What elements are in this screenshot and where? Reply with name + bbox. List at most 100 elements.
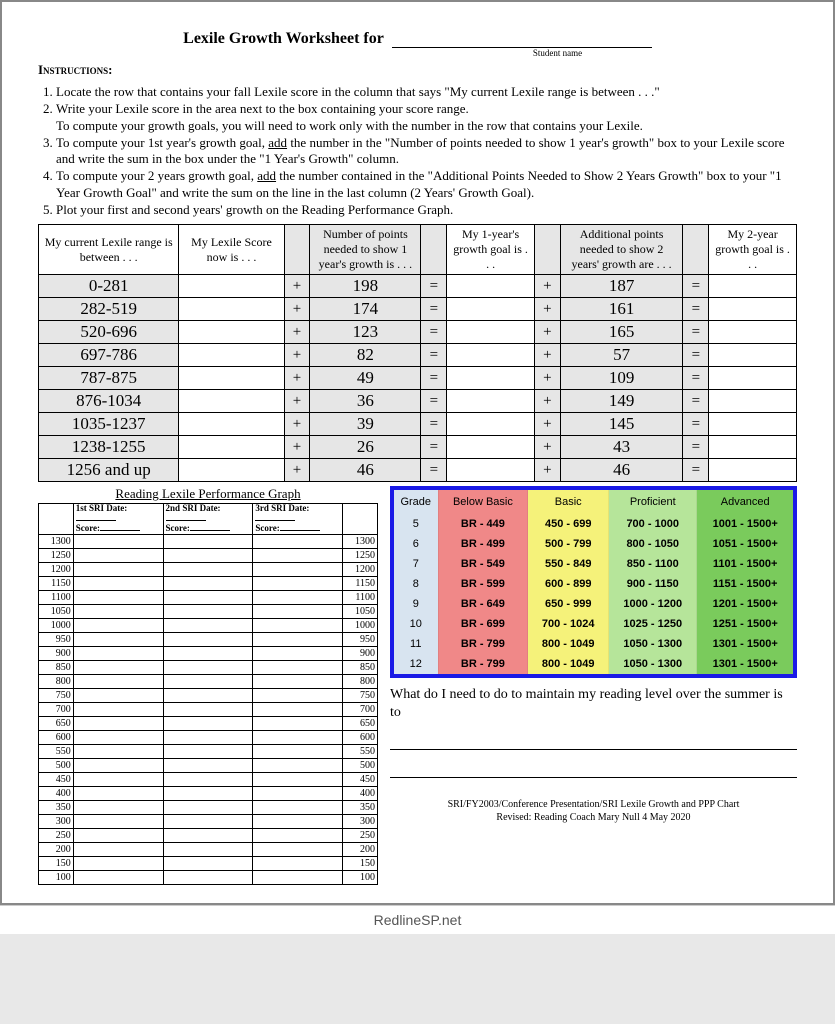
grade-cell: 6 bbox=[392, 534, 438, 554]
goal1-cell[interactable] bbox=[447, 344, 535, 367]
score-cell[interactable] bbox=[179, 459, 284, 482]
performance-graph-table: 1st SRI Date:Score: 2nd SRI Date:Score: … bbox=[38, 503, 378, 885]
grade-cell: 8 bbox=[392, 574, 438, 594]
range-cell: 282-519 bbox=[39, 298, 179, 321]
pts2-cell: 43 bbox=[560, 436, 683, 459]
range-cell: 0-281 bbox=[39, 275, 179, 298]
score-cell[interactable] bbox=[179, 275, 284, 298]
goal1-cell[interactable] bbox=[447, 321, 535, 344]
perf-row: 250250 bbox=[39, 828, 378, 842]
answer-line-2[interactable] bbox=[390, 756, 797, 778]
sri3-head[interactable]: 3rd SRI Date:Score: bbox=[253, 504, 343, 535]
perf-row: 600600 bbox=[39, 730, 378, 744]
growth-row: 1238-1255+26=+43= bbox=[39, 436, 797, 459]
goal2-cell[interactable] bbox=[709, 298, 797, 321]
col-pts2: Additional points needed to show 2 years… bbox=[560, 225, 683, 275]
score-cell[interactable] bbox=[179, 321, 284, 344]
perf-row: 12501250 bbox=[39, 548, 378, 562]
instructions-list: Locate the row that contains your fall L… bbox=[56, 84, 797, 218]
bands-row: 7BR - 549550 - 849850 - 11001101 - 1500+ bbox=[392, 554, 795, 574]
score-cell[interactable] bbox=[179, 298, 284, 321]
range-cell: 1238-1255 bbox=[39, 436, 179, 459]
range-cell: 787-875 bbox=[39, 367, 179, 390]
col-pts1: Number of points needed to show 1 year's… bbox=[310, 225, 421, 275]
pts1-cell: 123 bbox=[310, 321, 421, 344]
goal1-cell[interactable] bbox=[447, 390, 535, 413]
lexile-bands-table: Grade Below Basic Basic Proficient Advan… bbox=[390, 486, 797, 678]
bands-col-prof: Proficient bbox=[609, 488, 697, 514]
goal1-cell[interactable] bbox=[447, 367, 535, 390]
summer-question: What do I need to do to maintain my read… bbox=[390, 686, 797, 722]
bands-row: 5BR - 449450 - 699700 - 10001001 - 1500+ bbox=[392, 514, 795, 534]
col-goal1: My 1-year's growth goal is . . . bbox=[447, 225, 535, 275]
growth-tbody: 0-281+198=+187=282-519+174=+161=520-696+… bbox=[39, 275, 797, 482]
footer-citation: SRI/FY2003/Conference Presentation/SRI L… bbox=[390, 798, 797, 824]
goal2-cell[interactable] bbox=[709, 275, 797, 298]
goal1-cell[interactable] bbox=[447, 459, 535, 482]
performance-graph-block: Reading Lexile Performance Graph 1st SRI… bbox=[38, 486, 378, 885]
perf-row: 400400 bbox=[39, 786, 378, 800]
score-cell[interactable] bbox=[179, 367, 284, 390]
sri2-head[interactable]: 2nd SRI Date:Score: bbox=[163, 504, 253, 535]
grade-cell: 11 bbox=[392, 634, 438, 654]
goal1-cell[interactable] bbox=[447, 436, 535, 459]
goal2-cell[interactable] bbox=[709, 390, 797, 413]
perf-row: 900900 bbox=[39, 646, 378, 660]
bands-row: 11BR - 799800 - 10491050 - 13001301 - 15… bbox=[392, 634, 795, 654]
perf-row: 200200 bbox=[39, 842, 378, 856]
perf-row: 10001000 bbox=[39, 618, 378, 632]
page-title: Lexile Growth Worksheet for bbox=[183, 30, 384, 47]
student-name-caption: Student name bbox=[318, 48, 797, 58]
perf-row: 13001300 bbox=[39, 534, 378, 548]
pts2-cell: 149 bbox=[560, 390, 683, 413]
bands-row: 9BR - 649650 - 9991000 - 12001201 - 1500… bbox=[392, 594, 795, 614]
goal2-cell[interactable] bbox=[709, 459, 797, 482]
grade-cell: 12 bbox=[392, 654, 438, 676]
goal2-cell[interactable] bbox=[709, 321, 797, 344]
performance-graph-title: Reading Lexile Performance Graph bbox=[38, 486, 378, 502]
pts2-cell: 46 bbox=[560, 459, 683, 482]
goal2-cell[interactable] bbox=[709, 436, 797, 459]
pts2-cell: 165 bbox=[560, 321, 683, 344]
answer-line-1[interactable] bbox=[390, 728, 797, 750]
score-cell[interactable] bbox=[179, 344, 284, 367]
perf-row: 450450 bbox=[39, 772, 378, 786]
col-score: My Lexile Score now is . . . bbox=[179, 225, 284, 275]
perf-row: 100100 bbox=[39, 870, 378, 884]
instruction-item: Plot your first and second years' growth… bbox=[56, 202, 797, 218]
instructions-label: Instructions: bbox=[38, 62, 797, 78]
col-range: My current Lexile range is between . . . bbox=[39, 225, 179, 275]
perf-row: 500500 bbox=[39, 758, 378, 772]
perf-row: 150150 bbox=[39, 856, 378, 870]
score-cell[interactable] bbox=[179, 436, 284, 459]
perf-row: 350350 bbox=[39, 800, 378, 814]
perf-tbody: 1300130012501250120012001150115011001100… bbox=[39, 534, 378, 884]
grade-cell: 10 bbox=[392, 614, 438, 634]
perf-row: 11501150 bbox=[39, 576, 378, 590]
bands-tbody: 5BR - 449450 - 699700 - 10001001 - 1500+… bbox=[392, 514, 795, 676]
goal1-cell[interactable] bbox=[447, 413, 535, 436]
watermark: RedlineSP.net bbox=[0, 905, 835, 934]
pts1-cell: 49 bbox=[310, 367, 421, 390]
pts2-cell: 161 bbox=[560, 298, 683, 321]
growth-row: 520-696+123=+165= bbox=[39, 321, 797, 344]
perf-row: 700700 bbox=[39, 702, 378, 716]
instruction-item: To compute your 2 years growth goal, add… bbox=[56, 168, 797, 201]
pts2-cell: 57 bbox=[560, 344, 683, 367]
score-cell[interactable] bbox=[179, 390, 284, 413]
growth-row: 787-875+49=+109= bbox=[39, 367, 797, 390]
pts1-cell: 174 bbox=[310, 298, 421, 321]
perf-row: 550550 bbox=[39, 744, 378, 758]
goal2-cell[interactable] bbox=[709, 413, 797, 436]
sri1-head[interactable]: 1st SRI Date:Score: bbox=[73, 504, 163, 535]
pts1-cell: 46 bbox=[310, 459, 421, 482]
score-cell[interactable] bbox=[179, 413, 284, 436]
pts1-cell: 198 bbox=[310, 275, 421, 298]
goal1-cell[interactable] bbox=[447, 275, 535, 298]
growth-row: 1035-1237+39=+145= bbox=[39, 413, 797, 436]
goal2-cell[interactable] bbox=[709, 344, 797, 367]
goal2-cell[interactable] bbox=[709, 367, 797, 390]
student-name-blank[interactable] bbox=[392, 47, 652, 48]
goal1-cell[interactable] bbox=[447, 298, 535, 321]
bands-col-adv: Advanced bbox=[697, 488, 795, 514]
